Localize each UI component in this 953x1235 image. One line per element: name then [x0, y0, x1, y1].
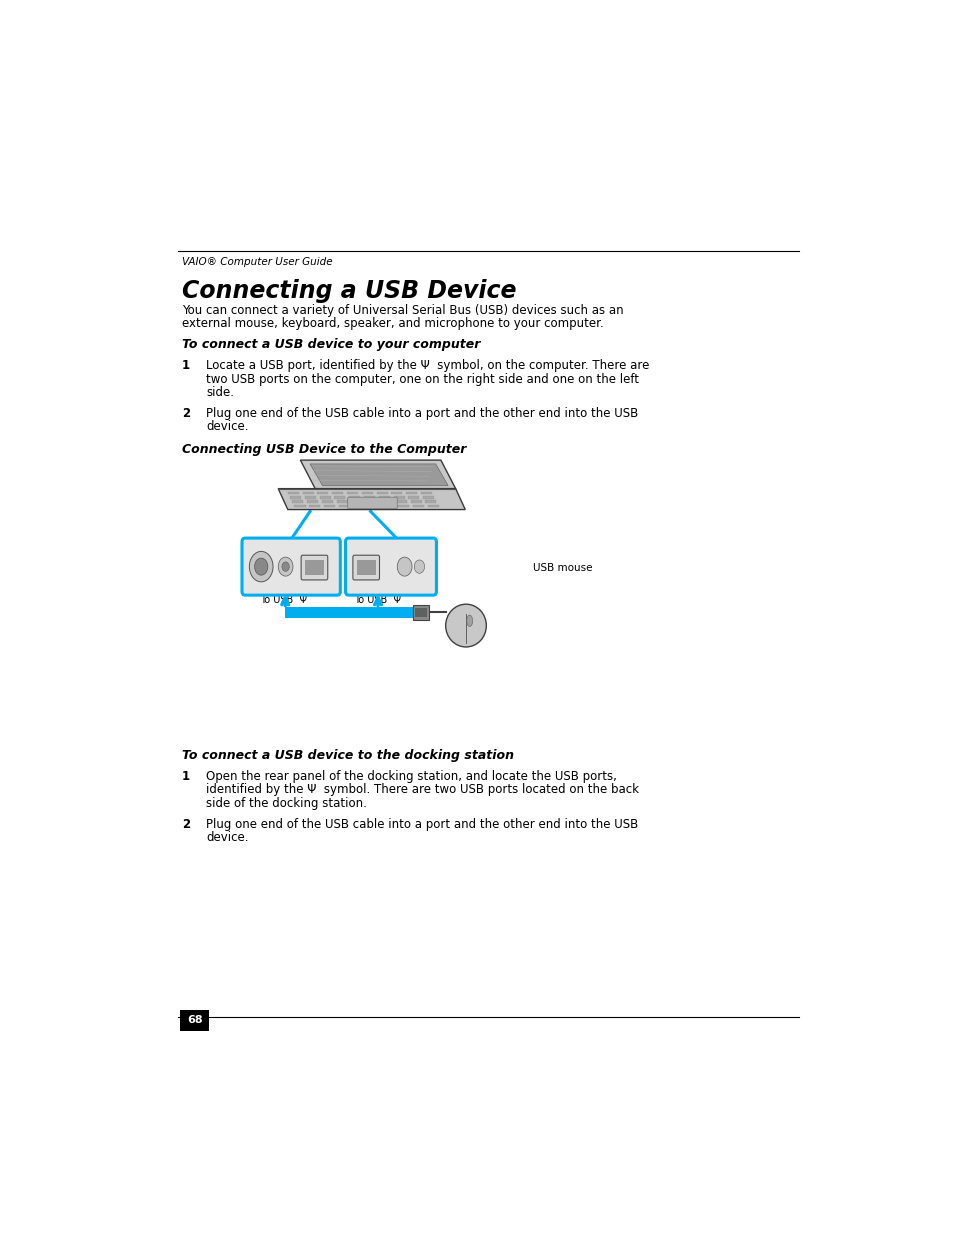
- Bar: [324, 505, 335, 508]
- Bar: [292, 500, 303, 503]
- Bar: [294, 505, 305, 508]
- FancyBboxPatch shape: [242, 538, 340, 595]
- Text: Plug one end of the USB cable into a port and the other end into the USB: Plug one end of the USB cable into a por…: [206, 818, 639, 831]
- Bar: [305, 559, 324, 576]
- Text: USB mouse: USB mouse: [533, 563, 592, 573]
- Circle shape: [278, 557, 293, 576]
- Bar: [378, 496, 390, 499]
- Text: 1: 1: [182, 359, 190, 372]
- Text: side.: side.: [206, 385, 234, 399]
- Ellipse shape: [466, 615, 472, 626]
- Bar: [347, 492, 357, 494]
- Bar: [338, 505, 350, 508]
- Bar: [309, 505, 320, 508]
- Text: 68: 68: [187, 1015, 202, 1025]
- Text: two USB ports on the computer, one on the right side and one on the left: two USB ports on the computer, one on th…: [206, 373, 639, 385]
- Bar: [406, 492, 416, 494]
- Bar: [413, 605, 429, 620]
- Bar: [397, 505, 409, 508]
- Circle shape: [249, 551, 273, 582]
- Bar: [317, 492, 328, 494]
- Circle shape: [396, 557, 412, 576]
- Bar: [307, 500, 317, 503]
- Bar: [427, 505, 438, 508]
- Text: 1: 1: [182, 771, 190, 783]
- Polygon shape: [310, 464, 448, 485]
- Text: Open the rear panel of the docking station, and locate the USB ports,: Open the rear panel of the docking stati…: [206, 771, 617, 783]
- Bar: [354, 505, 364, 508]
- Bar: [321, 500, 333, 503]
- Bar: [319, 496, 331, 499]
- Bar: [336, 500, 347, 503]
- Ellipse shape: [445, 604, 486, 647]
- Text: 2: 2: [182, 818, 190, 831]
- Bar: [394, 496, 404, 499]
- Bar: [413, 505, 423, 508]
- Bar: [335, 496, 345, 499]
- Text: Locate a USB port, identified by the Ψ  symbol, on the computer. There are: Locate a USB port, identified by the Ψ s…: [206, 359, 649, 372]
- Text: 2: 2: [182, 406, 190, 420]
- Circle shape: [254, 558, 268, 576]
- Text: Plug one end of the USB cable into a port and the other end into the USB: Plug one end of the USB cable into a por…: [206, 406, 639, 420]
- Bar: [356, 559, 375, 576]
- Polygon shape: [278, 489, 465, 510]
- Bar: [379, 606, 413, 618]
- Bar: [290, 496, 301, 499]
- Text: To USB  Ψ: To USB Ψ: [260, 595, 307, 605]
- Bar: [361, 492, 373, 494]
- Bar: [410, 500, 421, 503]
- Bar: [366, 500, 376, 503]
- Circle shape: [282, 562, 289, 572]
- Text: To connect a USB device to the docking station: To connect a USB device to the docking s…: [182, 750, 514, 762]
- Bar: [302, 492, 314, 494]
- Bar: [391, 492, 402, 494]
- Polygon shape: [300, 461, 456, 489]
- Bar: [415, 608, 426, 618]
- Text: side of the docking station.: side of the docking station.: [206, 797, 367, 810]
- Bar: [425, 500, 436, 503]
- Bar: [368, 505, 379, 508]
- Bar: [332, 492, 343, 494]
- Bar: [423, 496, 434, 499]
- Bar: [408, 496, 419, 499]
- FancyBboxPatch shape: [353, 556, 379, 580]
- FancyBboxPatch shape: [301, 556, 328, 580]
- FancyBboxPatch shape: [345, 538, 436, 595]
- Bar: [285, 606, 379, 618]
- Text: Connecting USB Device to the Computer: Connecting USB Device to the Computer: [182, 443, 466, 456]
- Text: To connect a USB device to your computer: To connect a USB device to your computer: [182, 338, 480, 352]
- Bar: [305, 496, 315, 499]
- Text: external mouse, keyboard, speaker, and microphone to your computer.: external mouse, keyboard, speaker, and m…: [182, 317, 603, 331]
- Text: Connecting a USB Device: Connecting a USB Device: [182, 279, 517, 304]
- Bar: [351, 500, 362, 503]
- Text: VAIO® Computer User Guide: VAIO® Computer User Guide: [182, 257, 333, 267]
- Text: You can connect a variety of Universal Serial Bus (USB) devices such as an: You can connect a variety of Universal S…: [182, 304, 623, 317]
- Bar: [288, 492, 298, 494]
- Bar: [349, 496, 360, 499]
- Bar: [420, 492, 432, 494]
- Bar: [376, 492, 387, 494]
- Text: device.: device.: [206, 420, 249, 433]
- Text: To USB  Ψ: To USB Ψ: [355, 595, 401, 605]
- Bar: [395, 500, 406, 503]
- FancyBboxPatch shape: [347, 498, 396, 509]
- Bar: [383, 505, 394, 508]
- Circle shape: [414, 559, 424, 573]
- Text: identified by the Ψ  symbol. There are two USB ports located on the back: identified by the Ψ symbol. There are tw…: [206, 783, 639, 797]
- Text: device.: device.: [206, 831, 249, 844]
- Bar: [180, 1010, 210, 1031]
- Bar: [364, 496, 375, 499]
- Bar: [380, 500, 392, 503]
